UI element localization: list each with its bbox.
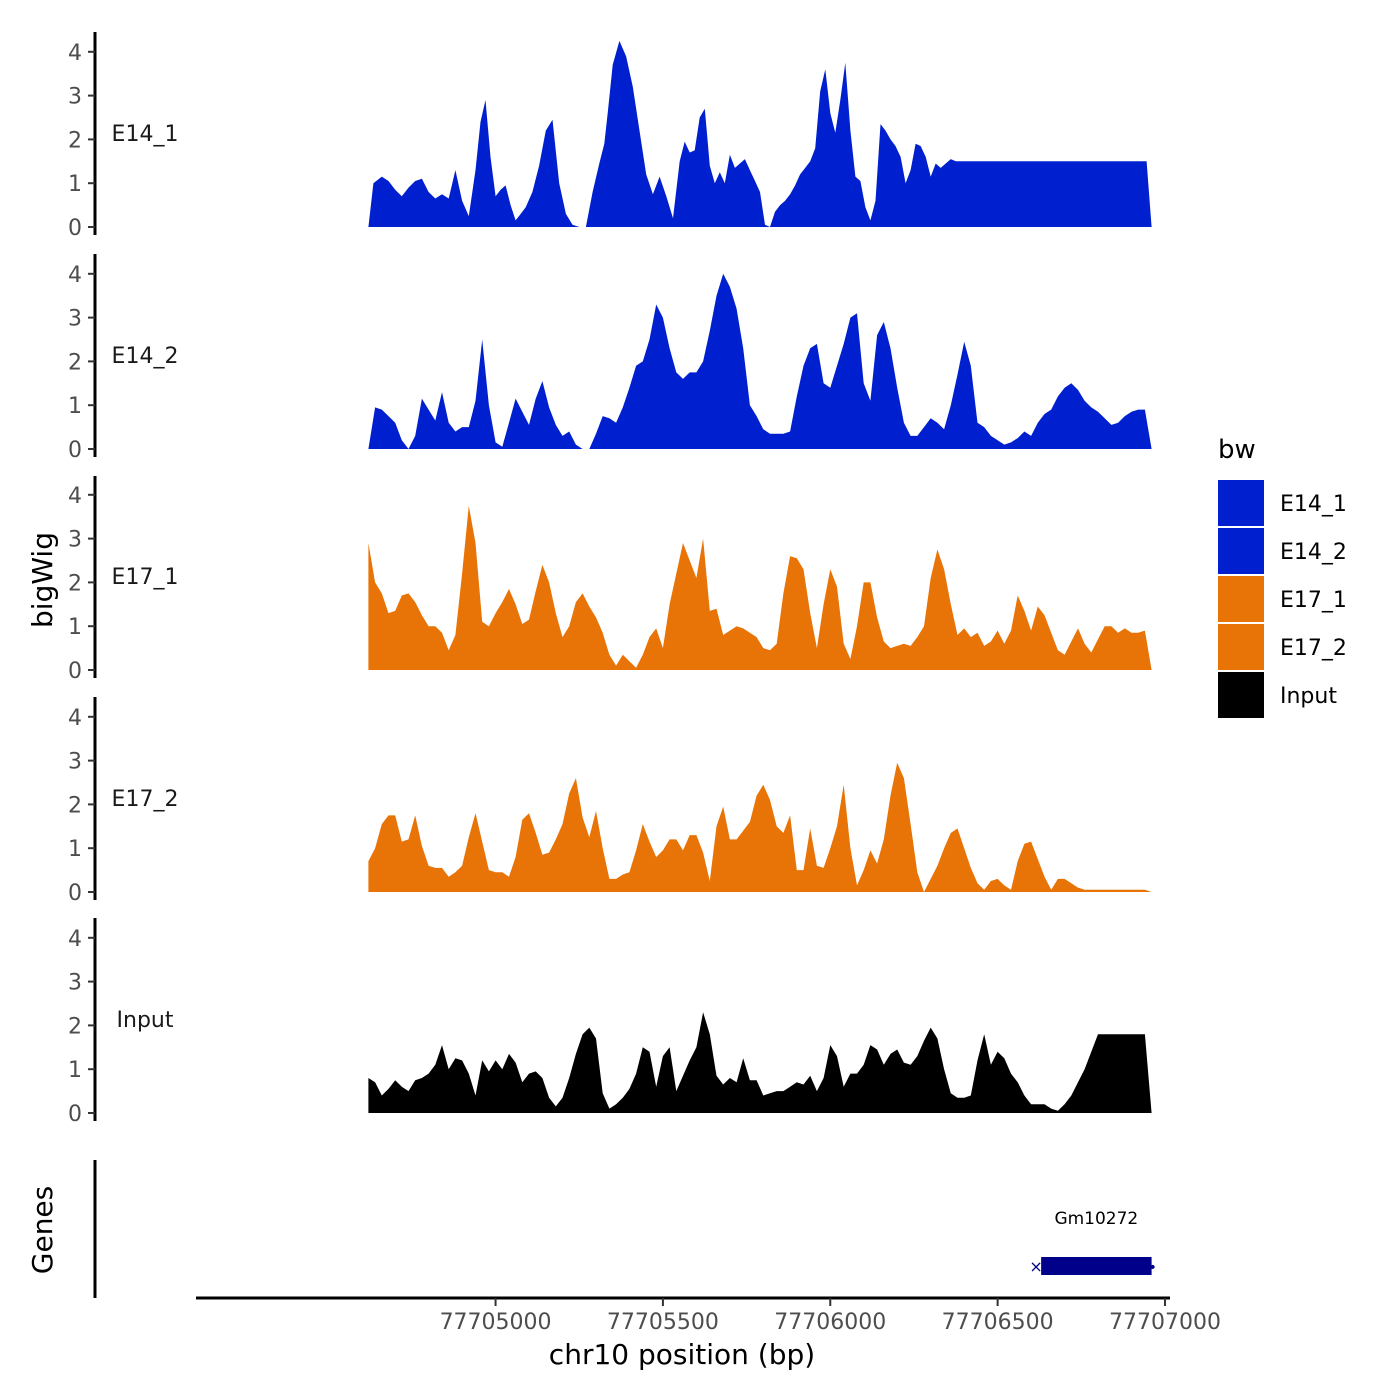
x-tick-label-77707000: 77707000 — [1109, 1310, 1221, 1335]
area-e17-2 — [368, 762, 1152, 892]
gene-strand-marker-start: × — [1029, 1257, 1042, 1276]
y-tick-label-e14-2-2: 2 — [68, 350, 82, 375]
track-e17-2: 0 1 2 3 4 E17_2 — [68, 697, 1152, 906]
track-label-e14-1: E14_1 — [112, 122, 179, 147]
x-tick-label-77705000: 77705000 — [440, 1310, 552, 1335]
area-e14-1 — [368, 40, 1152, 228]
x-axis: 77705000 77705500 77706000 77706500 77707000 — [196, 1296, 1221, 1335]
y-tick-label-e17-2-0: 0 — [68, 881, 82, 906]
y-tick-label-e17-2-1: 1 — [68, 837, 82, 862]
gene-track-panel: × • Gm10272 — [93, 1160, 1157, 1298]
track-label-e14-2: E14_2 — [112, 344, 179, 369]
legend: bw E14_1 E14_2 E17_1 E17_2 Input — [1218, 435, 1347, 718]
track-input: 0 1 2 3 4 Input — [68, 918, 1152, 1127]
gene-label-gm10272: Gm10272 — [1054, 1209, 1138, 1229]
y-tick-label-e17-1-2: 2 — [68, 571, 82, 596]
y-tick-label-e14-2-3: 3 — [68, 307, 82, 332]
y-tick-label-e17-2-2: 2 — [68, 793, 82, 818]
y-tick-label-e17-2-3: 3 — [68, 750, 82, 775]
y-tick-label-input-2: 2 — [68, 1014, 82, 1039]
track-label-input: Input — [117, 1008, 174, 1033]
track-label-e17-1: E17_1 — [112, 565, 179, 590]
y-tick-label-e17-1-4: 4 — [68, 484, 82, 509]
x-tick-label-77706000: 77706000 — [774, 1310, 886, 1335]
y-tick-label-e14-1-2: 2 — [68, 128, 82, 153]
y-tick-label-e14-1-3: 3 — [68, 85, 82, 110]
legend-label-e14-2: E14_2 — [1280, 540, 1347, 565]
y-tick-label-e14-1-4: 4 — [68, 41, 82, 66]
y-tick-label-input-3: 3 — [68, 971, 82, 996]
y-tick-label-input-0: 0 — [68, 1102, 82, 1127]
legend-key-e14-1 — [1218, 480, 1264, 526]
y-tick-label-e14-2-1: 1 — [68, 394, 82, 419]
y-tick-label-e14-1-0: 0 — [68, 216, 82, 241]
x-tick-label-77706500: 77706500 — [942, 1310, 1054, 1335]
track-e17-1: 0 1 2 3 4 E17_1 — [68, 476, 1152, 684]
track-label-e17-2: E17_2 — [112, 787, 179, 812]
track-panels: 0 1 2 3 4 E14_1 0 1 2 3 4 E14_2 0 1 2 3 4 E17_1 0 1 2 3 4 E17_2… — [68, 32, 1152, 1127]
legend-label-e14-1: E14_1 — [1280, 492, 1347, 517]
y-tick-label-e17-1-1: 1 — [68, 615, 82, 640]
legend-label-e17-2: E17_2 — [1280, 636, 1347, 661]
gene-body-gm10272 — [1041, 1257, 1152, 1275]
legend-key-input — [1218, 672, 1264, 718]
y-tick-label-e14-2-0: 0 — [68, 438, 82, 463]
y-tick-label-input-1: 1 — [68, 1058, 82, 1083]
gene-strand-marker-end: • — [1148, 1260, 1156, 1276]
y-tick-label-input-4: 4 — [68, 927, 82, 952]
y-axis-title: bigWig — [26, 532, 59, 628]
y-tick-label-e14-1-1: 1 — [68, 172, 82, 197]
legend-label-input: Input — [1280, 684, 1337, 709]
track-e14-1: 0 1 2 3 4 E14_1 — [68, 32, 1152, 241]
x-axis-title: chr10 position (bp) — [549, 1338, 815, 1371]
y-tick-label-e14-2-4: 4 — [68, 263, 82, 288]
track-e14-2: 0 1 2 3 4 E14_2 — [68, 254, 1152, 463]
y-tick-label-e17-2-4: 4 — [68, 706, 82, 731]
area-e17-1 — [368, 505, 1152, 670]
y-tick-label-e17-1-0: 0 — [68, 659, 82, 684]
legend-key-e17-1 — [1218, 576, 1264, 622]
x-tick-label-77705500: 77705500 — [607, 1310, 719, 1335]
legend-key-e14-2 — [1218, 528, 1264, 574]
genes-axis-title: Genes — [26, 1186, 59, 1274]
legend-key-e17-2 — [1218, 624, 1264, 670]
area-e14-2 — [368, 273, 1152, 449]
legend-label-e17-1: E17_1 — [1280, 588, 1347, 613]
y-tick-label-e17-1-3: 3 — [68, 528, 82, 553]
area-input — [368, 1012, 1152, 1113]
legend-title: bw — [1218, 435, 1256, 465]
